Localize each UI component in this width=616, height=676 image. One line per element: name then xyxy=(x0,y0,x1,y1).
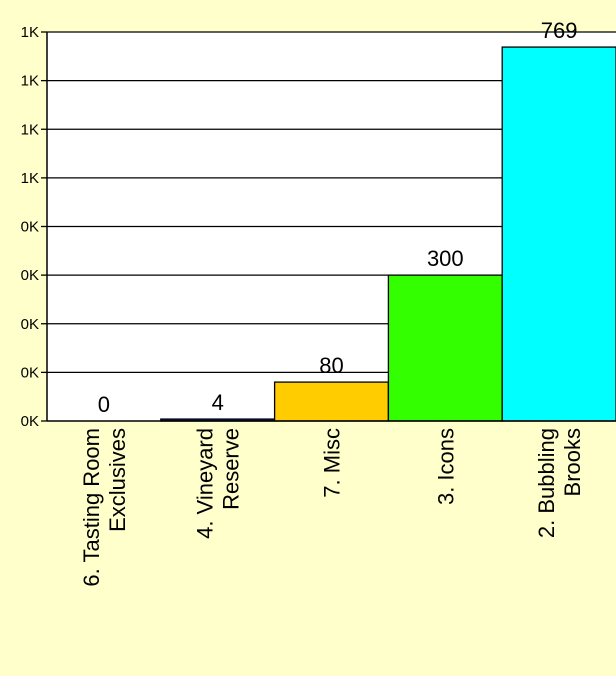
y-tick-label: 0K xyxy=(21,316,39,333)
data-label: 769 xyxy=(541,18,578,43)
bar xyxy=(501,46,616,422)
category-label-line: 2. Bubbling xyxy=(534,428,559,538)
category-label: 3. Icons xyxy=(433,428,458,505)
category-label-line: Exclusives xyxy=(105,428,130,532)
bar xyxy=(387,274,503,422)
category-label-line: 3. Icons xyxy=(433,428,458,505)
data-label: 4 xyxy=(212,390,224,415)
category-label-line: Brooks xyxy=(560,428,585,496)
y-axis-ticks: 0K 0K 0K 0K 0K 1K 1K 1K 1K xyxy=(21,24,47,430)
category-label-line: Reserve xyxy=(219,428,244,510)
category-label: 7. Misc xyxy=(320,428,345,498)
data-labels: 0 4 80 300 769 xyxy=(98,18,578,417)
category-label: 4. VineyardReserve xyxy=(193,428,244,539)
category-label: 2. BubblingBrooks xyxy=(534,428,585,538)
bars xyxy=(160,46,616,422)
y-tick-label: 0K xyxy=(21,219,39,236)
y-tick-label: 1K xyxy=(21,121,39,138)
y-tick-label: 0K xyxy=(21,267,39,284)
data-label: 0 xyxy=(98,392,110,417)
y-tick-label: 0K xyxy=(21,364,39,381)
category-labels: 6. Tasting RoomExclusives 4. VineyardRese… xyxy=(79,428,585,587)
data-label: 300 xyxy=(427,246,464,271)
y-tick-label: 1K xyxy=(21,73,39,90)
y-tick-label: 0K xyxy=(21,413,39,430)
data-label: 80 xyxy=(319,353,343,378)
bar xyxy=(273,381,390,422)
category-label-line: 4. Vineyard xyxy=(193,428,218,539)
y-tick-label: 1K xyxy=(21,170,39,187)
category-label-line: 6. Tasting Room xyxy=(79,428,104,587)
y-tick-label: 1K xyxy=(21,24,39,41)
category-label: 6. Tasting RoomExclusives xyxy=(79,428,130,587)
category-label-line: 7. Misc xyxy=(320,428,345,498)
